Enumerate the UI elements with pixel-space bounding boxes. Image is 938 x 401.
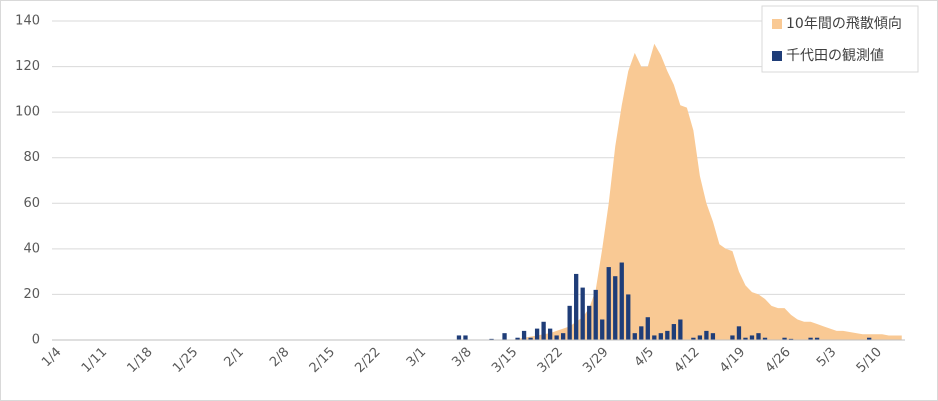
bar: [639, 326, 644, 340]
bar: [502, 333, 507, 340]
bar: [626, 294, 631, 340]
legend-label: 10年間の飛散傾向: [786, 16, 902, 32]
bar: [619, 262, 624, 340]
bar: [697, 335, 703, 340]
bar: [730, 335, 735, 340]
trend-area: [55, 43, 902, 341]
bar: [463, 335, 468, 340]
bar: [691, 337, 696, 340]
bar: [489, 338, 494, 340]
bar: [456, 335, 462, 340]
bar: [665, 330, 670, 340]
bar: [587, 305, 592, 340]
bar: [534, 328, 540, 340]
bar: [515, 337, 520, 340]
y-tick-label: 100: [15, 105, 40, 120]
y-tick-label: 80: [23, 150, 40, 165]
bar: [561, 333, 566, 340]
legend-swatch: [772, 19, 782, 29]
bar: [867, 337, 872, 340]
bar: [749, 335, 755, 340]
bar: [782, 337, 787, 340]
bar: [652, 335, 657, 340]
bar: [710, 333, 716, 340]
y-tick-label: 120: [15, 59, 40, 74]
bar: [632, 333, 637, 340]
bar: [593, 289, 598, 340]
bar: [756, 333, 761, 340]
bar: [762, 337, 768, 340]
bar: [788, 338, 794, 340]
bar: [541, 321, 546, 340]
bar: [528, 337, 533, 340]
bar: [613, 276, 618, 340]
bar: [736, 326, 742, 340]
bar: [606, 267, 611, 340]
bar: [808, 337, 813, 340]
bar: [814, 337, 820, 340]
bar: [521, 330, 527, 340]
bar: [574, 273, 579, 340]
y-tick-label: 20: [23, 287, 40, 302]
y-tick-label: 60: [23, 196, 40, 211]
bar: [580, 287, 585, 340]
bar: [645, 317, 650, 340]
bar: [743, 337, 748, 340]
y-tick-label: 40: [23, 241, 40, 256]
bar: [671, 324, 676, 340]
bar: [554, 335, 559, 340]
y-tick-label: 140: [15, 14, 40, 29]
y-tick-label: 0: [32, 333, 40, 348]
bar: [658, 333, 663, 340]
bar: [567, 305, 572, 340]
bar: [547, 328, 553, 340]
bar: [600, 319, 605, 340]
bar: [704, 330, 709, 340]
legend-label: 千代田の観測値: [786, 47, 884, 64]
bar: [678, 319, 683, 340]
legend-swatch: [772, 51, 782, 61]
legend-box: [761, 5, 919, 73]
